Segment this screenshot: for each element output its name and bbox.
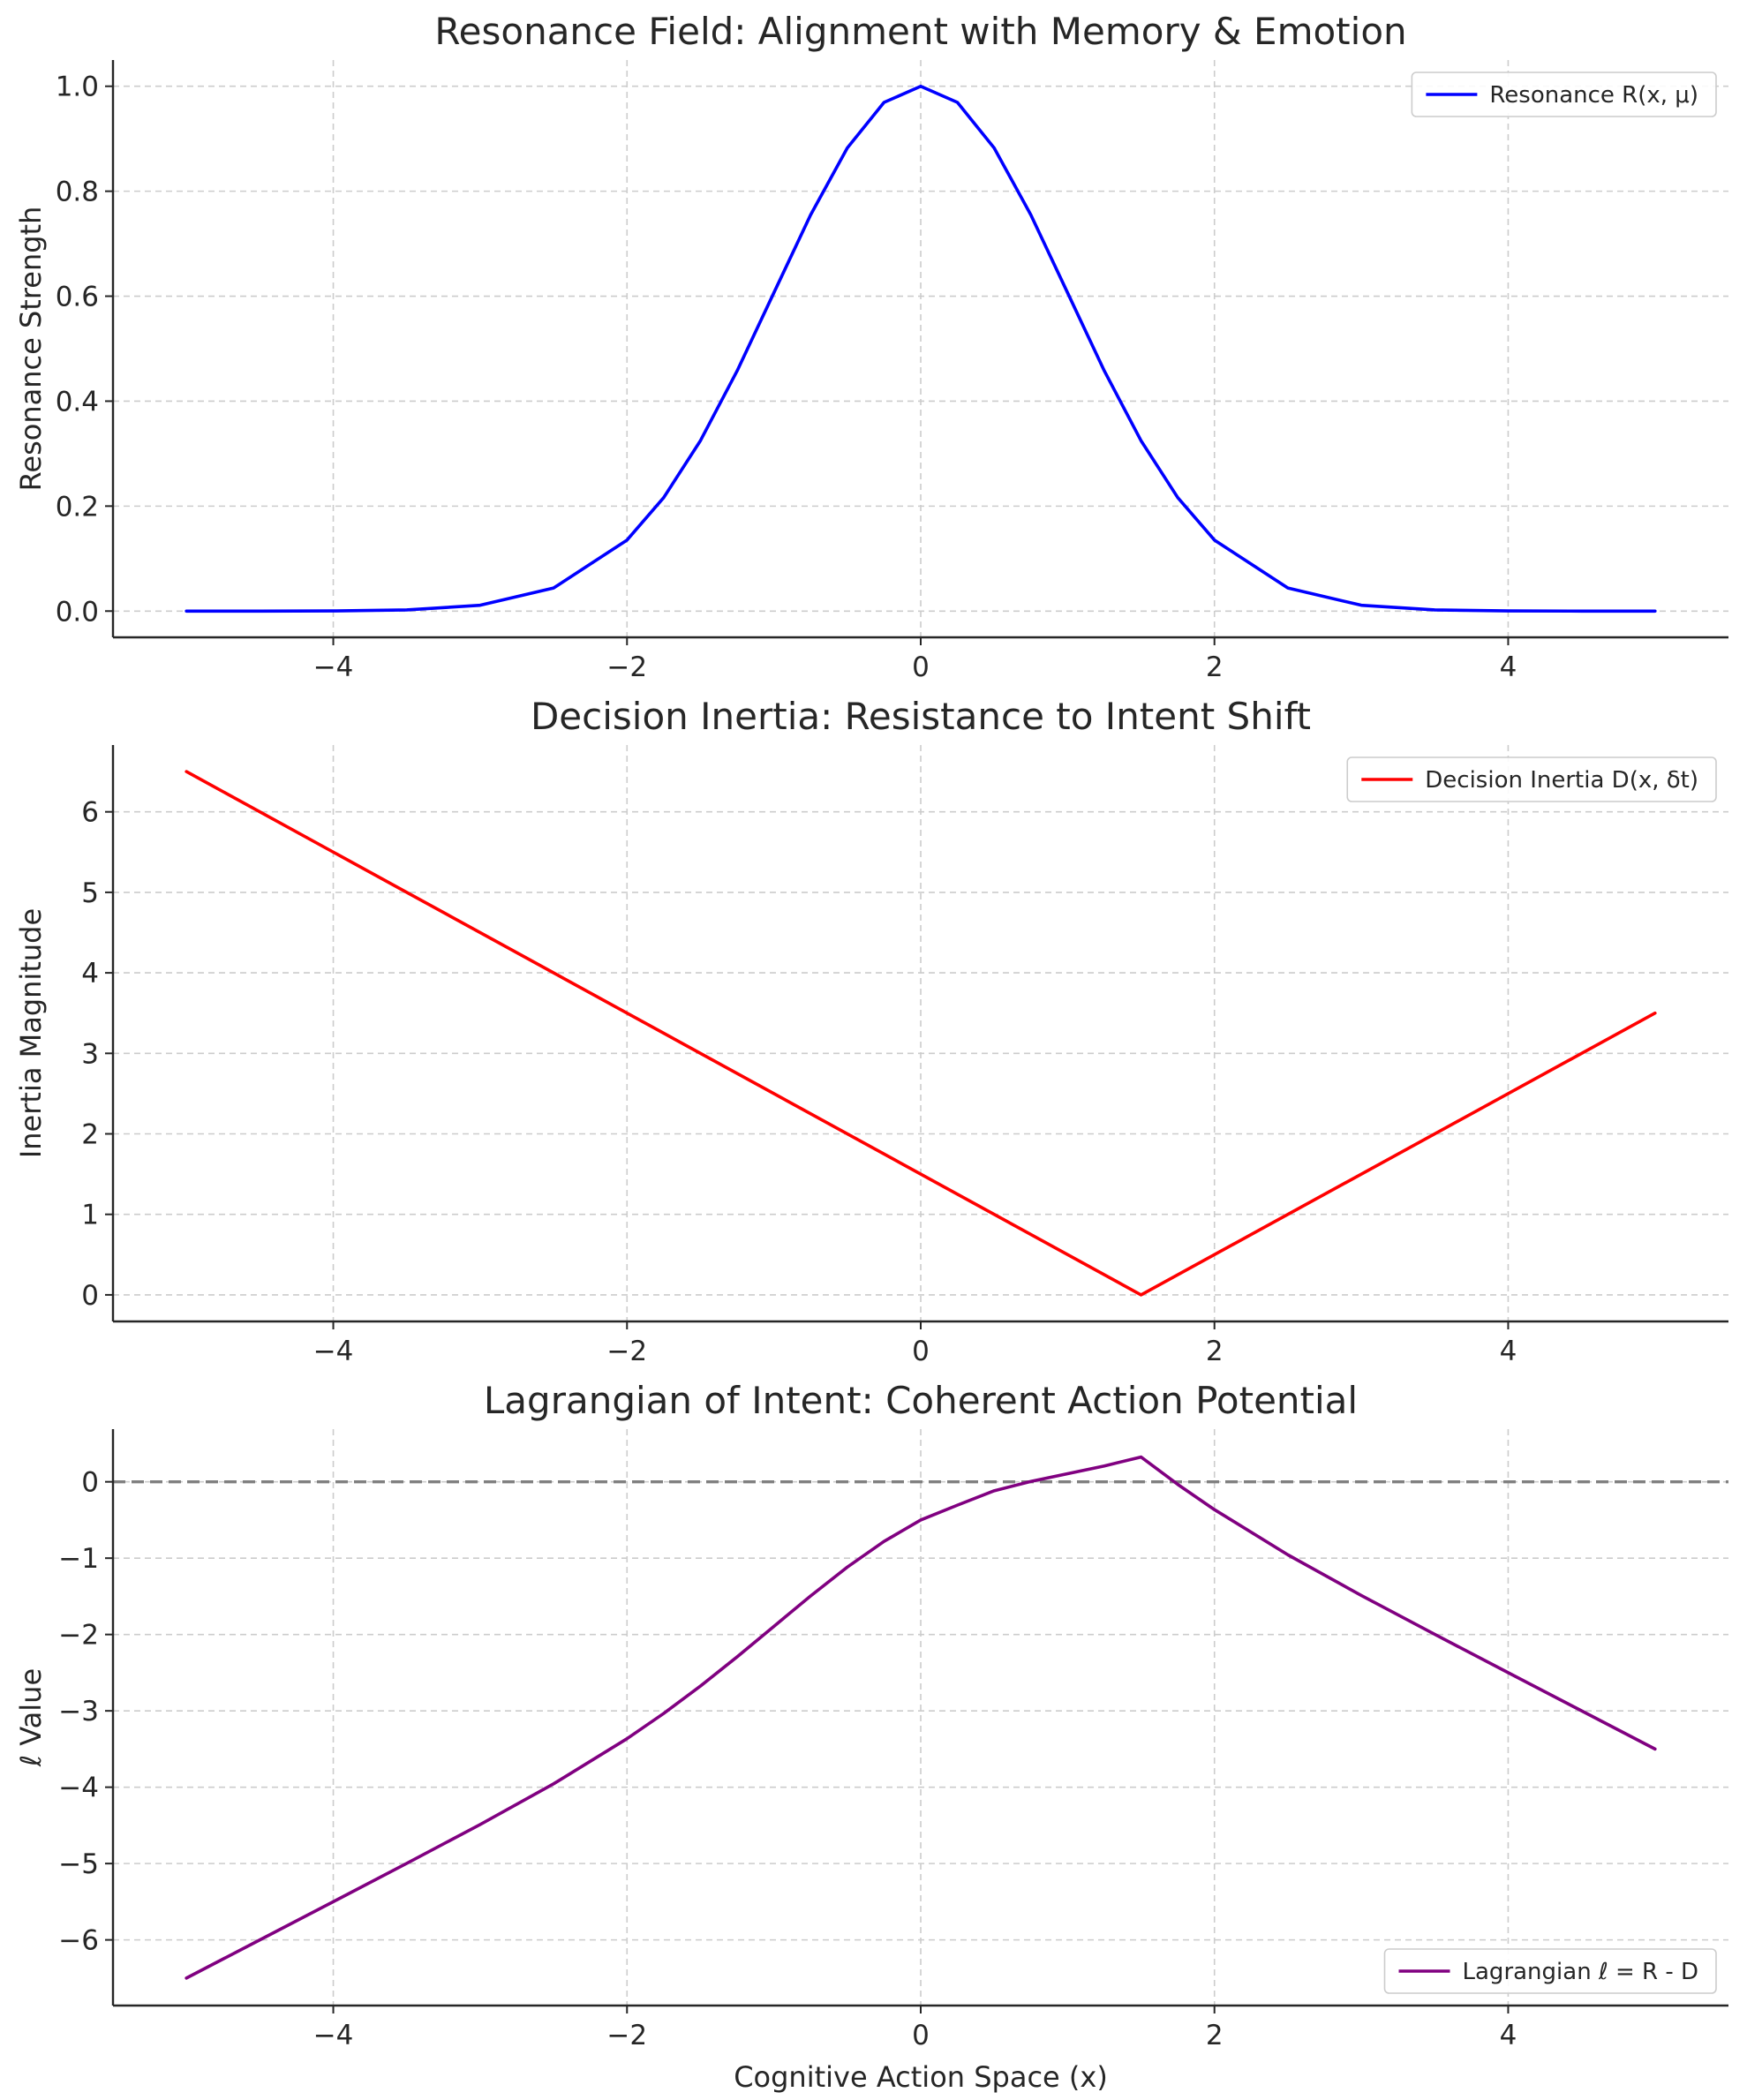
x-tick-label: 2 [1206, 2020, 1224, 2051]
subplot-1: −4 −2 0 2 4 0.0 0.2 0.4 0.6 0.8 1.0 Resonance Field… [14, 10, 1728, 683]
y-tick-label: 6 [81, 797, 99, 829]
y-tick-label: 0 [81, 1467, 99, 1499]
y-tick-label: 0.8 [56, 177, 99, 208]
y-tick-label: 3 [81, 1038, 99, 1070]
y-tick-label: −3 [58, 1696, 99, 1727]
y-tick-label: −6 [58, 1925, 99, 1957]
x-tick-label: −2 [606, 1336, 647, 1367]
x-tick-label: 0 [912, 2020, 930, 2051]
y-tick-label: 1.0 [56, 72, 99, 103]
subplot-2: −4 −2 0 2 4 0 1 2 3 4 5 6 Decision Inertia: Resistan… [14, 695, 1728, 1367]
y-tick-label: 0.6 [56, 282, 99, 313]
chart-title: Lagrangian of Intent: Coherent Action Po… [484, 1379, 1358, 1422]
series-line-1 [184, 84, 1657, 613]
y-tick-label: −4 [58, 1773, 99, 1804]
y-tick-label: 1 [81, 1200, 99, 1231]
x-tick-label: 4 [1500, 2020, 1517, 2051]
y-tick-label: 0.0 [56, 596, 99, 628]
y-tick-label: 2 [81, 1119, 99, 1151]
y-tick-label: 0.2 [56, 491, 99, 523]
legend-box [1346, 756, 1717, 802]
x-tick-label: −4 [313, 2020, 354, 2051]
x-tick-label: 0 [912, 1336, 930, 1367]
x-tick-label: 0 [912, 651, 930, 683]
x-tick-label: 2 [1206, 651, 1224, 683]
y-axis-label: Resonance Strength [14, 207, 48, 492]
chart-title: Resonance Field: Alignment with Memory &… [434, 10, 1406, 53]
subplot-3: −4 −2 0 2 4 −6 −5 −4 −3 −2 −1 0 Lagrangian of Intent… [14, 1379, 1728, 2094]
legend-label: Decision Inertia D(x, δt) [1425, 767, 1698, 794]
series-line-1 [184, 770, 1657, 1297]
x-tick-label: −4 [313, 651, 354, 683]
series-line-1 [184, 1455, 1657, 1980]
x-tick-label: 2 [1206, 1336, 1224, 1367]
legend: Resonance R(x, μ) [1411, 72, 1717, 117]
x-axis-label: Cognitive Action Space (x) [734, 2060, 1108, 2094]
chart-title: Decision Inertia: Resistance to Intent S… [531, 695, 1311, 738]
y-tick-label: 0.4 [56, 386, 99, 418]
legend-label: Resonance R(x, μ) [1489, 82, 1698, 109]
legend-box [1411, 72, 1717, 117]
legend: Decision Inertia D(x, δt) [1346, 756, 1717, 802]
y-axis-label: ℓ Value [14, 1668, 48, 1767]
y-tick-label: 0 [81, 1280, 99, 1312]
y-tick-label: 5 [81, 877, 99, 909]
legend-box [1383, 1948, 1717, 1994]
y-tick-label: 4 [81, 958, 99, 990]
y-tick-label: −5 [58, 1848, 99, 1880]
y-tick-label: −2 [58, 1620, 99, 1652]
x-tick-label: 4 [1500, 651, 1517, 683]
legend: Lagrangian ℓ = R - D [1383, 1948, 1717, 1994]
x-tick-label: −2 [606, 2020, 647, 2051]
x-tick-label: −2 [606, 651, 647, 683]
x-tick-label: 4 [1500, 1336, 1517, 1367]
y-tick-label: −1 [58, 1543, 99, 1575]
y-axis-label: Inertia Magnitude [14, 908, 48, 1158]
legend-label: Lagrangian ℓ = R - D [1463, 1959, 1698, 1985]
x-tick-label: −4 [313, 1336, 354, 1367]
